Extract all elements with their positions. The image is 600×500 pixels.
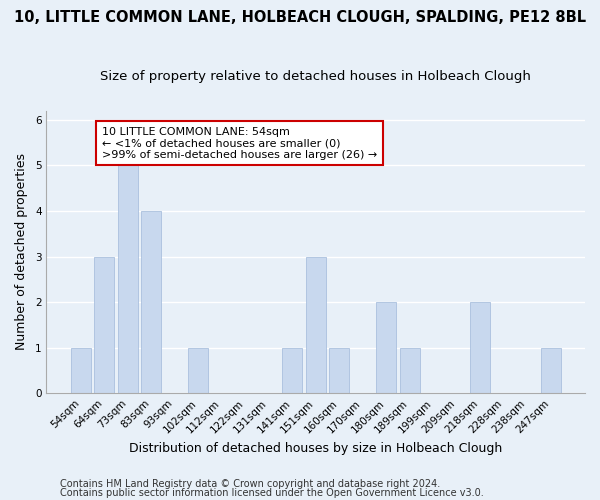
- Bar: [541, 348, 560, 394]
- Bar: [142, 211, 161, 394]
- Text: 10 LITTLE COMMON LANE: 54sqm
← <1% of detached houses are smaller (0)
>99% of se: 10 LITTLE COMMON LANE: 54sqm ← <1% of de…: [102, 126, 377, 160]
- Bar: [188, 348, 208, 394]
- X-axis label: Distribution of detached houses by size in Holbeach Clough: Distribution of detached houses by size …: [129, 442, 502, 455]
- Text: 10, LITTLE COMMON LANE, HOLBEACH CLOUGH, SPALDING, PE12 8BL: 10, LITTLE COMMON LANE, HOLBEACH CLOUGH,…: [14, 10, 586, 25]
- Y-axis label: Number of detached properties: Number of detached properties: [15, 154, 28, 350]
- Bar: [400, 348, 419, 394]
- Bar: [118, 166, 138, 394]
- Title: Size of property relative to detached houses in Holbeach Clough: Size of property relative to detached ho…: [100, 70, 531, 83]
- Bar: [71, 348, 91, 394]
- Bar: [470, 302, 490, 394]
- Bar: [282, 348, 302, 394]
- Text: Contains public sector information licensed under the Open Government Licence v3: Contains public sector information licen…: [60, 488, 484, 498]
- Bar: [94, 256, 115, 394]
- Bar: [329, 348, 349, 394]
- Bar: [376, 302, 396, 394]
- Bar: [306, 256, 326, 394]
- Text: Contains HM Land Registry data © Crown copyright and database right 2024.: Contains HM Land Registry data © Crown c…: [60, 479, 440, 489]
